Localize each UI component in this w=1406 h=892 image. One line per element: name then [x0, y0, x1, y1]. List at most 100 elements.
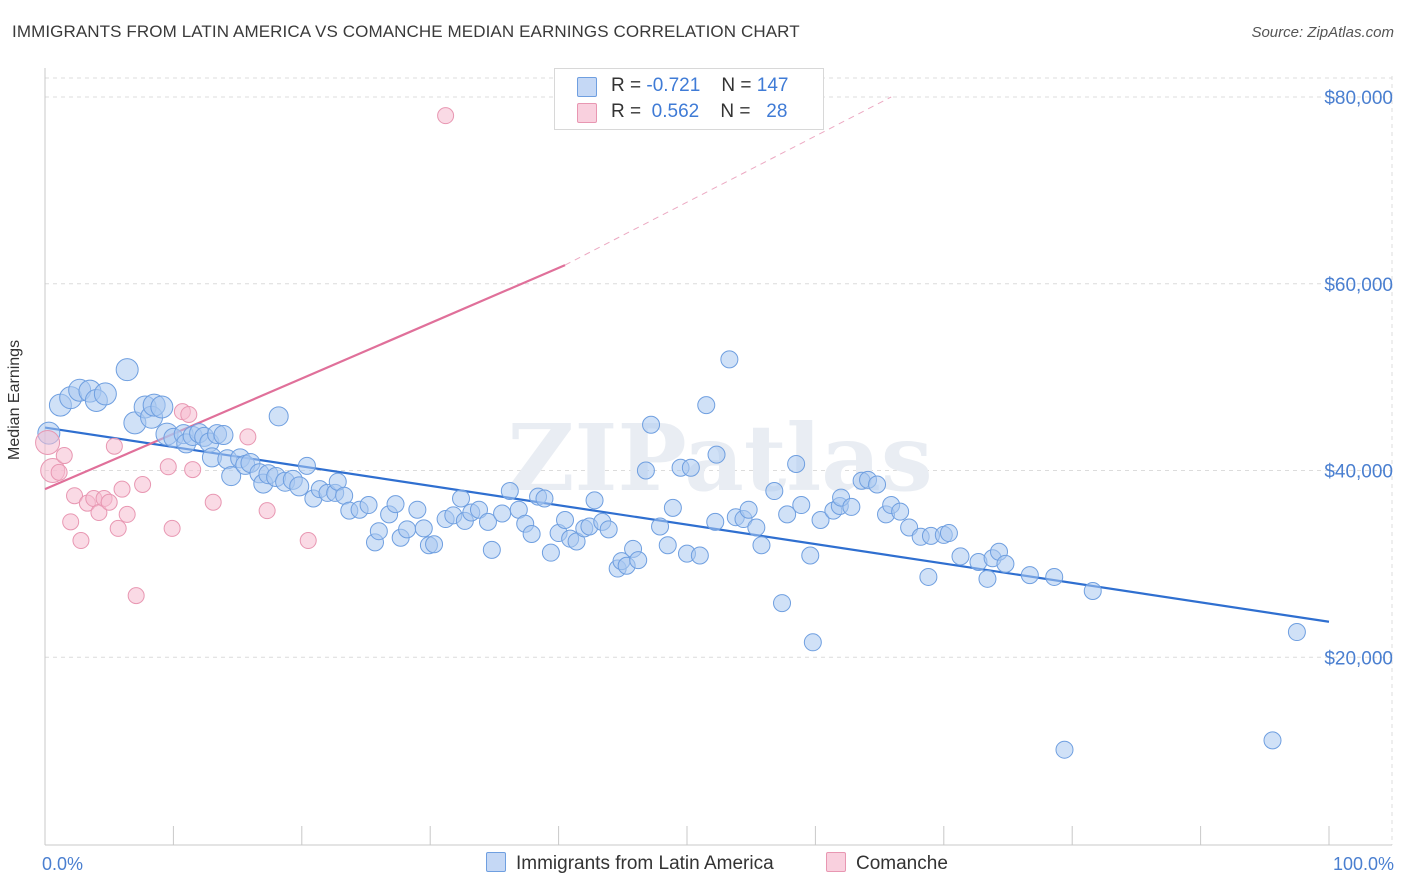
data-point-latin-america	[629, 551, 648, 570]
data-point-latin-america	[493, 504, 512, 523]
data-point-latin-america	[706, 512, 725, 531]
data-point-comanche	[35, 429, 61, 455]
data-point-latin-america	[150, 395, 174, 419]
legend-r-label: R =	[611, 75, 642, 96]
data-point-latin-america	[778, 505, 797, 524]
data-point-latin-america	[482, 540, 501, 559]
legend-n-value: 147	[756, 75, 789, 96]
tick-labels: $20,000 $40,000 $60,000 $80,000 0.0% 100.0%	[42, 88, 1394, 874]
data-point-latin-america	[599, 520, 618, 539]
data-point-comanche	[55, 447, 73, 465]
data-point-comanche	[239, 428, 257, 446]
data-point-latin-america	[213, 425, 234, 446]
y-tick-label: $40,000	[1324, 462, 1393, 483]
data-point-latin-america	[289, 476, 310, 497]
data-point-latin-america	[787, 454, 806, 473]
data-point-comanche	[184, 461, 202, 479]
data-point-comanche	[127, 587, 145, 605]
data-point-latin-america	[720, 350, 739, 369]
data-point-latin-america	[541, 543, 560, 562]
data-points	[35, 107, 1306, 759]
data-point-comanche	[163, 519, 181, 537]
legend-swatch-blue	[577, 77, 597, 97]
data-point-latin-america	[752, 536, 771, 555]
bottom-legend-label: Immigrants from Latin America	[516, 853, 774, 874]
data-point-comanche	[50, 463, 68, 481]
data-point-latin-america	[1045, 567, 1064, 586]
legend-n-value: 28	[766, 101, 788, 122]
data-point-latin-america	[535, 489, 554, 508]
data-point-latin-america	[359, 496, 378, 515]
data-point-latin-america	[891, 502, 910, 521]
data-point-comanche	[109, 519, 127, 537]
data-point-latin-america	[556, 510, 575, 529]
bottom-legend-latin-america: Immigrants from Latin America	[486, 852, 774, 875]
data-point-latin-america	[636, 461, 655, 480]
data-point-latin-america	[658, 536, 677, 555]
data-point-latin-america	[1083, 581, 1102, 600]
data-point-comanche	[113, 480, 131, 498]
legend-n-label: N =	[721, 75, 752, 96]
data-point-latin-america	[951, 547, 970, 566]
data-point-latin-america	[452, 489, 471, 508]
data-point-latin-america	[978, 569, 997, 588]
data-point-latin-america	[425, 535, 444, 554]
data-point-latin-america	[398, 520, 417, 539]
data-point-latin-america	[386, 495, 405, 514]
y-tick-label: $80,000	[1324, 88, 1393, 109]
data-point-comanche	[299, 532, 317, 550]
data-point-comanche	[134, 476, 152, 494]
data-point-latin-america	[773, 594, 792, 613]
data-point-latin-america	[1263, 731, 1282, 750]
y-tick-label: $60,000	[1324, 275, 1393, 296]
data-point-latin-america	[919, 567, 938, 586]
data-point-latin-america	[221, 466, 242, 487]
data-point-latin-america	[93, 382, 117, 406]
data-point-comanche	[437, 107, 455, 125]
legend-r-value: 0.562	[651, 101, 700, 122]
data-point-latin-america	[697, 396, 716, 415]
legend-r-value: -0.721	[646, 75, 701, 96]
data-point-comanche	[258, 502, 276, 520]
data-point-comanche	[180, 405, 198, 423]
data-point-latin-america	[414, 519, 433, 538]
data-point-latin-america	[469, 500, 488, 519]
data-point-latin-america	[765, 482, 784, 501]
data-point-latin-america	[803, 633, 822, 652]
data-point-latin-america	[500, 482, 519, 501]
data-point-comanche	[159, 458, 177, 476]
data-point-latin-america	[369, 522, 388, 541]
x-tick-label: 100.0%	[1333, 854, 1394, 874]
trend-lines	[44, 96, 1330, 623]
data-point-latin-america	[297, 456, 316, 475]
bottom-legend-comanche: Comanche	[826, 852, 948, 875]
data-point-comanche	[100, 493, 118, 511]
data-point-latin-america	[801, 546, 820, 565]
data-point-latin-america	[1020, 566, 1039, 585]
legend-r-label: R =	[611, 101, 642, 122]
data-point-latin-america	[1055, 740, 1074, 759]
data-point-latin-america	[585, 491, 604, 510]
data-point-latin-america	[335, 486, 354, 505]
data-point-comanche	[105, 437, 123, 455]
data-point-latin-america	[739, 500, 758, 519]
data-point-comanche	[118, 505, 136, 523]
data-point-latin-america	[996, 554, 1015, 573]
data-point-latin-america	[690, 546, 709, 565]
data-point-latin-america	[868, 475, 887, 494]
data-point-latin-america	[1287, 623, 1306, 642]
source-label: Source: ZipAtlas.com	[1251, 24, 1394, 41]
data-point-comanche	[72, 532, 90, 550]
data-point-comanche	[62, 513, 80, 531]
data-point-latin-america	[115, 358, 139, 382]
y-tick-label: $20,000	[1324, 648, 1393, 669]
data-point-latin-america	[268, 406, 289, 427]
bottom-legend-label: Comanche	[856, 853, 948, 874]
bottom-legend-swatch-pink	[826, 852, 846, 872]
data-point-latin-america	[478, 512, 497, 531]
axes	[44, 68, 1392, 846]
data-point-latin-america	[747, 518, 766, 537]
data-point-latin-america	[408, 500, 427, 519]
x-tick-label: 0.0%	[42, 854, 83, 874]
data-point-latin-america	[792, 496, 811, 515]
